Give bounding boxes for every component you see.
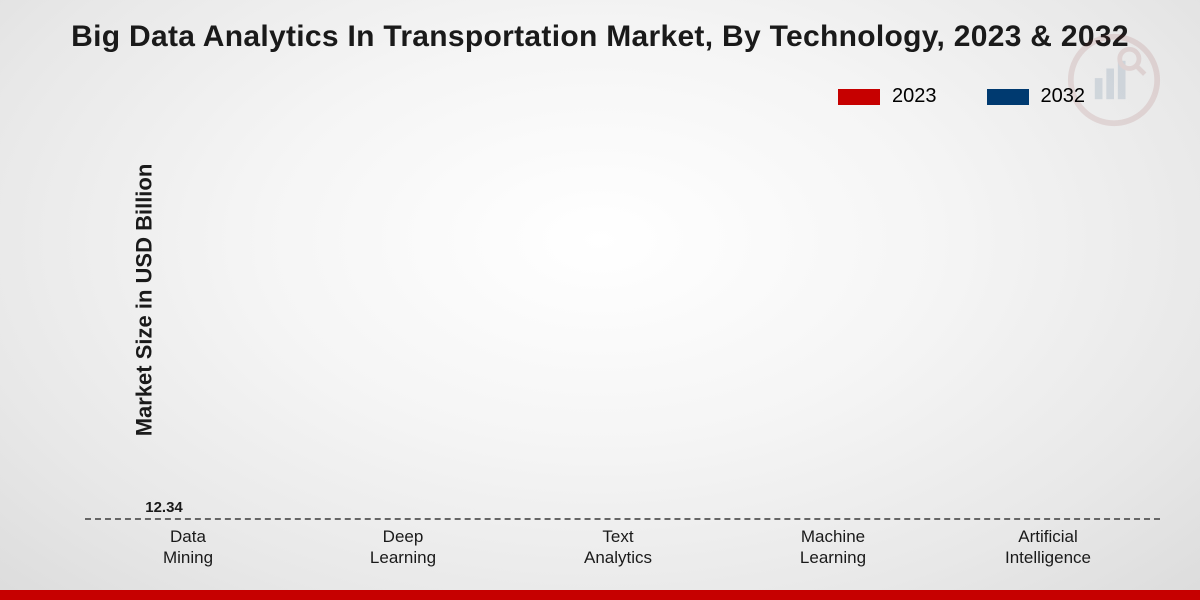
x-axis-category-label: ArtificialIntelligence	[968, 526, 1128, 569]
legend-swatch-2023	[838, 89, 880, 105]
legend-swatch-2032	[987, 89, 1029, 105]
bar-value-label: 12.34	[145, 499, 183, 516]
plot-area: 12.34DataMiningDeepLearningTextAnalytics…	[85, 150, 1160, 520]
legend-item-2023: 2023	[838, 85, 937, 108]
legend: 2023 2032	[838, 85, 1085, 108]
chart-title: Big Data Analytics In Transportation Mar…	[0, 20, 1200, 54]
legend-label-2032: 2032	[1041, 85, 1086, 108]
legend-item-2032: 2032	[987, 85, 1086, 108]
x-axis-category-label: DataMining	[108, 526, 268, 569]
footer-accent-bar	[0, 590, 1200, 600]
x-axis-baseline	[85, 518, 1160, 520]
x-axis-category-label: TextAnalytics	[538, 526, 698, 569]
legend-label-2023: 2023	[892, 85, 937, 108]
x-axis-category-label: MachineLearning	[753, 526, 913, 569]
x-axis-category-label: DeepLearning	[323, 526, 483, 569]
